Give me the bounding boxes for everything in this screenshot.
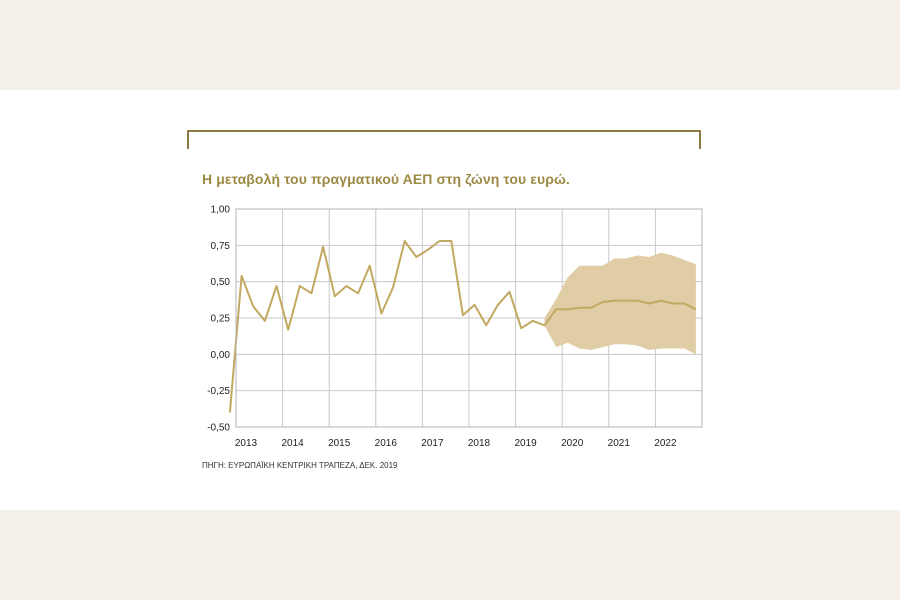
x-tick-label-6: 2019 — [514, 438, 537, 449]
x-tick-label-0: 2013 — [235, 438, 258, 449]
x-tick-label-2: 2015 — [328, 438, 351, 449]
y-tick-label-2: 0,50 — [211, 277, 231, 288]
y-tick-label-4: 0,00 — [211, 350, 231, 361]
header-bracket — [187, 130, 701, 149]
y-tick-labels: 1,00 0,75 0,50 0,25 0,00 -0,25 -0,50 — [207, 205, 230, 434]
forecast-band — [544, 252, 696, 355]
x-tick-label-5: 2018 — [468, 438, 491, 449]
plot-frame — [235, 208, 703, 428]
x-tick-labels: 2013 2014 2015 2016 2017 2018 2019 2020 2021 2022 — [235, 438, 677, 449]
forecast-band-layer — [544, 252, 696, 355]
y-tick-label-6: -0,50 — [207, 423, 230, 434]
x-tick-label-8: 2021 — [608, 438, 631, 449]
chart-title: Η μεταβολή του πραγματικού ΑΕΠ στη ζώνη … — [202, 171, 570, 187]
y-tick-label-5: -0,25 — [207, 386, 230, 397]
y-tick-label-0: 1,00 — [211, 205, 231, 216]
content-panel — [0, 90, 900, 510]
plot-border — [235, 208, 703, 428]
series-line-0 — [228, 240, 697, 413]
y-tick-label-1: 0,75 — [211, 241, 231, 252]
x-tick-label-7: 2020 — [561, 438, 584, 449]
x-tick-label-9: 2022 — [654, 438, 677, 449]
x-tick-label-3: 2016 — [375, 438, 398, 449]
source-note: ΠΗΓΗ: ΕΥΡΩΠΑΪΚΗ ΚΕΝΤΡΙΚΗ ΤΡΑΠΕΖΑ, ΔΕΚ. 2… — [202, 461, 398, 470]
x-tick-label-4: 2017 — [421, 438, 444, 449]
x-tick-label-1: 2014 — [281, 438, 304, 449]
y-tick-label-3: 0,25 — [211, 314, 231, 325]
series-layer — [228, 240, 697, 413]
